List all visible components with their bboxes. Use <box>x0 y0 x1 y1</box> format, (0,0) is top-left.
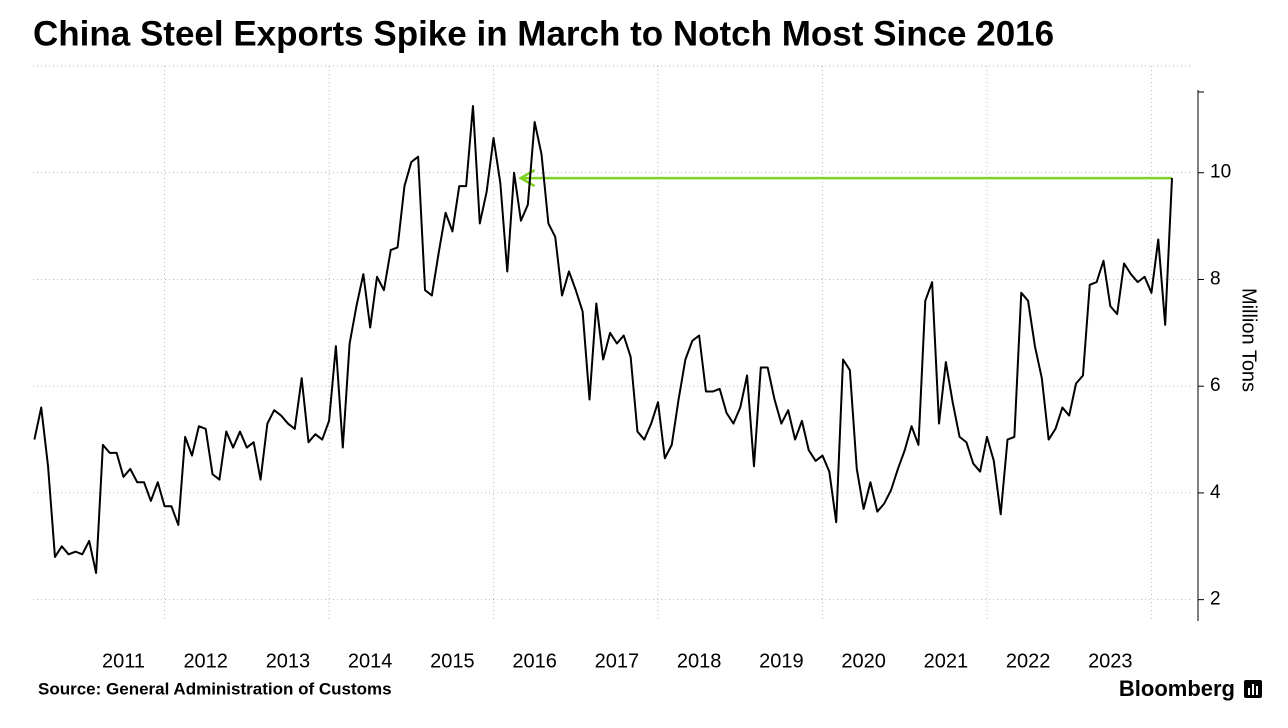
x-tick-label: 2011 <box>102 650 145 672</box>
x-tick-label: 2014 <box>348 650 393 672</box>
chart-title: China Steel Exports Spike in March to No… <box>33 14 1054 53</box>
x-tick-label: 2013 <box>266 650 311 672</box>
x-tick-label: 2015 <box>430 650 475 672</box>
x-tick-label: 2019 <box>759 650 804 672</box>
y-tick-label: 2 <box>1210 589 1221 610</box>
y-tick-label: 8 <box>1210 268 1221 289</box>
y-tick-label: 4 <box>1210 482 1221 503</box>
brand-icon <box>1244 680 1262 698</box>
y-tick-label: 10 <box>1210 162 1231 183</box>
source: Source: General Administration of Custom… <box>38 679 392 698</box>
x-tick-label: 2017 <box>595 650 640 672</box>
x-tick-label: 2018 <box>677 650 722 672</box>
x-tick-label: 2021 <box>924 650 969 672</box>
brand: Bloomberg <box>1119 676 1235 701</box>
x-tick-label: 2022 <box>1006 650 1051 672</box>
x-tick-label: 2023 <box>1088 650 1133 672</box>
y-axis-label: Million Tons <box>1238 288 1260 392</box>
x-tick-label: 2012 <box>183 650 228 672</box>
x-tick-label: 2016 <box>512 650 557 672</box>
data-line <box>33 105 1173 574</box>
x-tick-label: 2020 <box>841 650 886 672</box>
y-tick-label: 6 <box>1210 375 1221 396</box>
